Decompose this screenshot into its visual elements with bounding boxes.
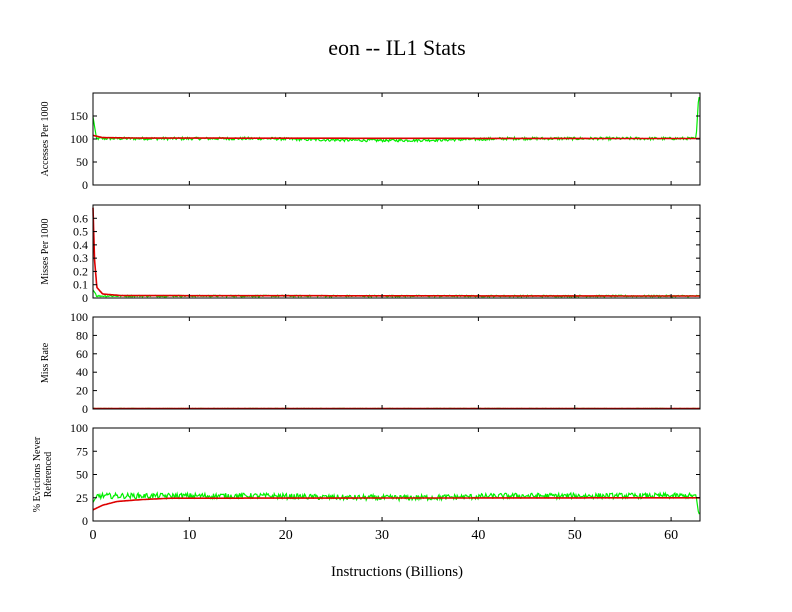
y-tick-label: 50 [76,468,88,482]
plot-frame-3 [92,316,701,410]
y-tick-label: 40 [76,365,88,379]
x-tick-label: 60 [664,528,678,543]
y-tick-label: 0 [82,402,88,416]
y-tick-label: 25 [76,491,88,505]
y-tick-label: 100 [70,132,88,146]
series-raw-panel-1 [92,96,700,143]
panel-1: 0 50 100 150 Accesses Per 1000 [40,92,701,192]
y-tick-label: 50 [76,155,88,169]
x-tick-label: 0 [90,528,97,543]
y-axis-label: Misses Per 1000 [40,218,51,284]
y-tick-label: 0.3 [73,251,88,265]
y-axis-label: Accesses Per 1000 [40,102,51,177]
y-axis-label: Referenced [43,452,54,498]
y-axis-label: Miss Rate [40,342,51,383]
y-tick-label: 0 [82,291,88,305]
y-tick-label: 0.4 [73,238,88,252]
panel-4: 0 25 50 75 100 % Evictions Never Referenced [32,421,701,528]
y-tick-label: 0.6 [73,211,88,225]
y-tick-label: 0.2 [73,264,88,278]
y-axis-label: % Evictions Never [32,436,43,512]
y-tick-label: 0.5 [73,225,88,239]
series-average-panel-2 [92,207,700,297]
x-axis-label: Instructions (Billions) [331,564,463,580]
series-raw-panel-4 [92,491,700,515]
y-tick-label: 0 [82,178,88,192]
y-tick-label: 0.1 [73,278,88,292]
x-tick-label: 30 [375,528,389,543]
y-tick-label: 80 [76,328,88,342]
y-tick-label: 0 [82,514,88,528]
panel-3: 0 20 40 60 80 100 Miss Rate [40,310,701,416]
x-tick-label: 10 [182,528,196,543]
y-tick-label: 20 [76,384,88,398]
x-tick-label: 50 [568,528,582,543]
x-tick-label: 40 [471,528,485,543]
x-axis-ticks: 0 10 20 30 40 50 60 [90,528,679,543]
chart-title: eon -- IL1 Stats [328,35,465,60]
y-tick-label: 100 [70,310,88,324]
y-tick-label: 75 [76,444,88,458]
series-average-panel-1 [92,134,700,140]
y-tick-label: 60 [76,347,88,361]
plot-frame-4 [92,427,701,522]
y-tick-label: 150 [70,109,88,123]
series-average-panel-4 [92,496,700,511]
x-tick-label: 20 [279,528,293,543]
panel-2: 00.10.20.30.40.50.6 Misses Per 1000 [40,204,701,305]
y-tick-label: 100 [70,421,88,435]
plot-frame-2 [92,204,701,299]
